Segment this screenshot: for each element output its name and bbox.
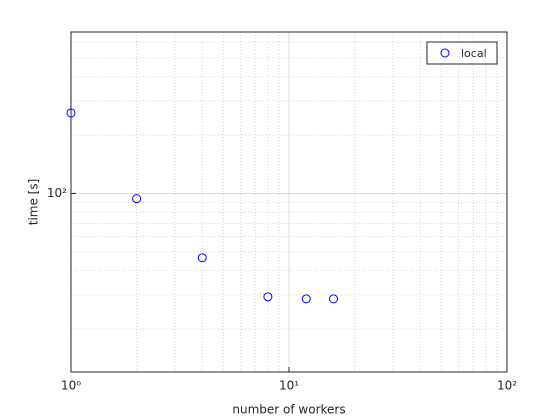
y-axis-label: time [s] <box>27 179 41 226</box>
legend-marker <box>440 48 450 58</box>
marker <box>328 294 338 304</box>
y-tick-label: 10² <box>47 186 67 200</box>
marker <box>197 253 207 263</box>
marker <box>301 294 311 304</box>
axes-box <box>70 31 508 373</box>
x-tick-label: 10² <box>497 379 517 393</box>
x-tick-label: 10¹ <box>279 379 299 393</box>
legend-label: local <box>461 47 487 60</box>
marker <box>263 292 273 302</box>
legend-box <box>426 41 498 65</box>
marker <box>132 194 142 204</box>
marker <box>66 108 76 118</box>
x-tick-label: 10⁰ <box>61 379 81 393</box>
x-axis-label: number of workers <box>232 403 345 417</box>
